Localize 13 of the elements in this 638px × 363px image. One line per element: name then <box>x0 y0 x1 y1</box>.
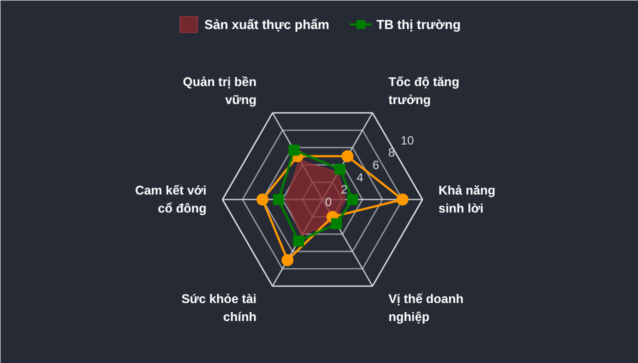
y-tick-label: 8 <box>388 146 396 160</box>
spoke-label: Cam kết với cổ đông <box>135 183 207 216</box>
y-tick-label: 0 <box>325 195 332 209</box>
spoke-label: Vị thế doanh nghiệp <box>388 292 464 324</box>
legend-label: Sản xuất thực phẩm <box>204 16 330 32</box>
y-tick-label: 4 <box>356 170 364 184</box>
y-tick-label: 10 <box>400 133 414 148</box>
spoke-label: Sức khỏe tài chính <box>181 292 257 324</box>
legend-label: TB thị trường <box>376 16 461 32</box>
spoke-label: Khả năng sinh lời <box>438 183 496 216</box>
y-tick-label: 6 <box>372 158 380 172</box>
spoke-label: Quản trị bền vững <box>182 74 257 107</box>
spoke-label: Tốc độ tăng trưởng <box>388 74 460 107</box>
